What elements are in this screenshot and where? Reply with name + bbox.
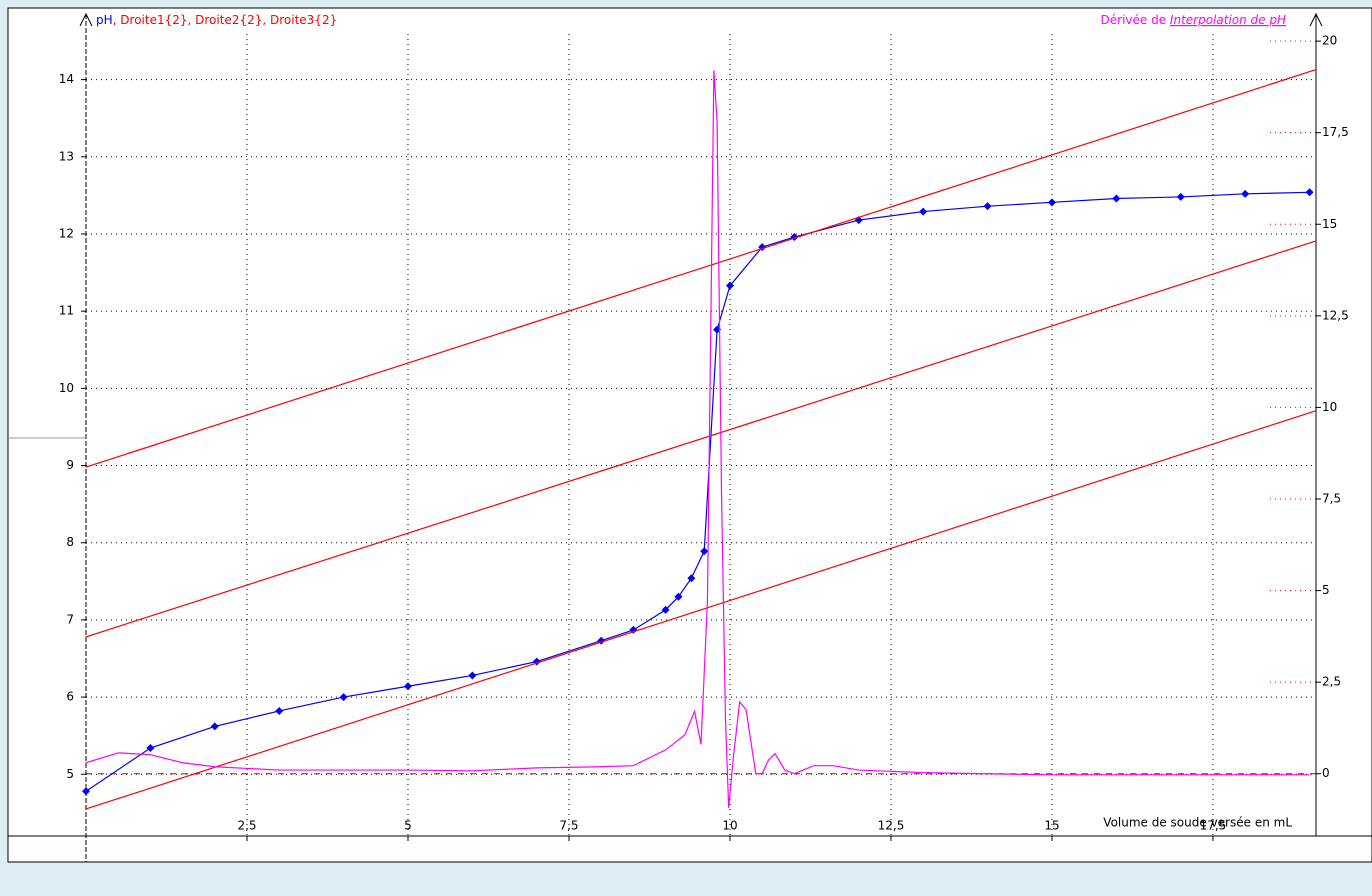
y-tick-label: 14 (59, 72, 74, 86)
data-point (468, 671, 477, 680)
y2-label: Dérivée de Interpolation de pH (1101, 13, 1286, 27)
y-tick-label: 6 (66, 690, 74, 704)
y2-tick-label: 15 (1322, 217, 1337, 231)
data-point (700, 547, 709, 556)
legend-separator: , (188, 13, 196, 27)
y2-tick-label: 12,5 (1322, 308, 1349, 322)
y2-tick-label: 7,5 (1322, 491, 1341, 505)
data-point (983, 202, 992, 211)
y2-tick-label: 5 (1322, 583, 1330, 597)
data-point (687, 574, 696, 583)
data-point (919, 207, 928, 216)
legend-entry: Droite2{2} (195, 13, 262, 27)
y-axis-arrow (79, 12, 93, 27)
x-tick-label: 15 (1044, 819, 1059, 833)
y-tick-label: 11 (59, 304, 74, 318)
derivative-line (85, 70, 1310, 808)
legend: pH, Droite1{2}, Droite2{2}, Droite3{2} (96, 13, 337, 27)
series-line (85, 410, 1317, 810)
y2-tick-label: 2,5 (1322, 675, 1341, 689)
y-tick-label: 8 (66, 535, 74, 549)
y2-label-prefix: Dérivée de (1101, 13, 1167, 27)
y2-tick-label: 10 (1322, 400, 1337, 414)
legend-entry: Droite1{2} (120, 13, 187, 27)
series-line (85, 69, 1317, 468)
y-tick-label: 10 (59, 381, 74, 395)
y-tick-label: 9 (66, 458, 74, 472)
data-point (275, 706, 284, 715)
data-point (674, 592, 683, 601)
y2-tick-label: 0 (1322, 766, 1330, 780)
x-tick-label: 12,5 (878, 819, 905, 833)
data-point (1176, 192, 1185, 201)
data-point (1112, 194, 1121, 203)
x-axis-label: Volume de soude versée en mL (1103, 816, 1292, 830)
x-tick-label: 10 (722, 819, 737, 833)
series-line (85, 240, 1317, 638)
y2-tick-label: 17,5 (1322, 125, 1349, 139)
y2-label-link: Interpolation de pH (1170, 13, 1286, 27)
data-point (210, 722, 219, 731)
y-tick-label: 12 (59, 226, 74, 240)
legend-entry: Droite3{2} (270, 13, 337, 27)
y-tick-label: 7 (66, 612, 74, 626)
x-tick-label: 5 (404, 819, 412, 833)
data-point (339, 693, 348, 702)
y2-tick-label: 20 (1322, 34, 1337, 48)
data-point (661, 605, 670, 614)
x-tick-label: 17,5 (1200, 819, 1227, 833)
data-point (1241, 189, 1250, 198)
x-tick-label: 2,5 (237, 819, 256, 833)
legend-separator: , (262, 13, 270, 27)
data-point (82, 787, 90, 796)
legend-separator: , (113, 13, 121, 27)
data-point (146, 744, 155, 753)
y2-axis-arrow (1309, 12, 1323, 27)
y-tick-label: 5 (66, 767, 74, 781)
series-line (85, 191, 1310, 792)
data-point (1305, 188, 1314, 197)
data-point (725, 281, 734, 290)
data-point (403, 682, 412, 691)
x-tick-label: 7,5 (559, 819, 578, 833)
legend-entry: pH (96, 13, 113, 27)
plot-background (7, 7, 1372, 863)
data-point (1047, 198, 1056, 207)
y-tick-label: 13 (59, 149, 74, 163)
